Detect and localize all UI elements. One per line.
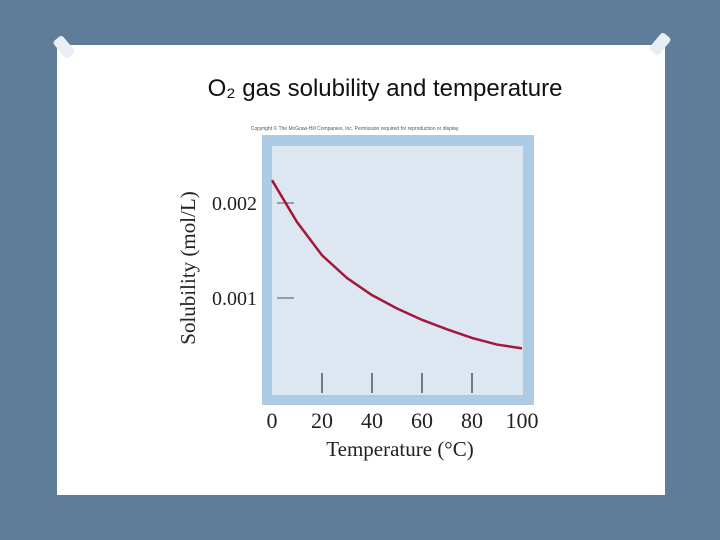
x-tick-label: 80: [461, 408, 483, 433]
copyright: Copyright © The McGraw-Hill Companies, I…: [251, 125, 460, 132]
x-tick-label: 100: [506, 408, 539, 433]
pin: [649, 32, 671, 56]
x-tick-label: 0: [267, 408, 278, 433]
plot-area: [272, 146, 523, 395]
y-tick-label: 0.001: [212, 288, 257, 310]
pin: [53, 35, 75, 59]
y-axis-label: Solubility (mol/L): [176, 191, 200, 344]
x-tick-label: 60: [411, 408, 433, 433]
slide-title: O₂ gas solubility and temperature: [208, 75, 563, 102]
x-tick-label: 40: [361, 408, 383, 433]
x-tick-label: 20: [311, 408, 333, 433]
y-tick-label: 0.002: [212, 193, 257, 215]
x-axis-label: Temperature (°C): [326, 437, 473, 461]
line: [270, 179, 523, 350]
